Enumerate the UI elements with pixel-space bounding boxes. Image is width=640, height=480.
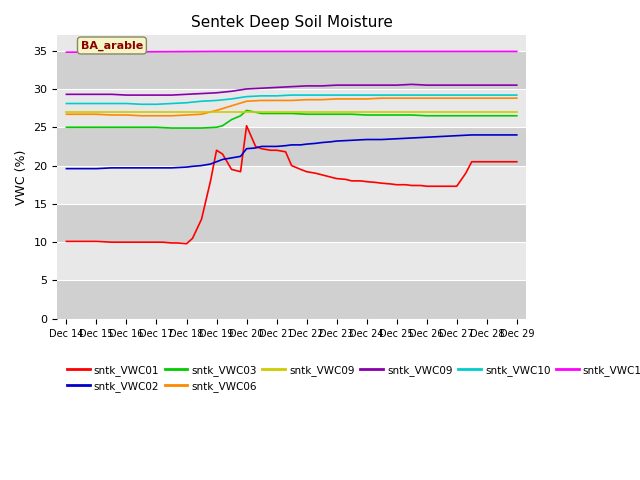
Title: Sentek Deep Soil Moisture: Sentek Deep Soil Moisture: [191, 15, 392, 30]
Bar: [58, 51, 526, 89]
Bar: [58, 242, 526, 280]
Y-axis label: VWC (%): VWC (%): [15, 149, 28, 205]
Bar: [58, 127, 526, 166]
Bar: [58, 89, 526, 127]
Bar: [58, 166, 526, 204]
Bar: [58, 280, 526, 319]
Bar: [58, 204, 526, 242]
Text: BA_arable: BA_arable: [81, 40, 143, 50]
Legend: sntk_VWC01, sntk_VWC02, sntk_VWC03, sntk_VWC06, sntk_VWC09, sntk_VWC09, sntk_VWC: sntk_VWC01, sntk_VWC02, sntk_VWC03, sntk…: [63, 361, 640, 396]
